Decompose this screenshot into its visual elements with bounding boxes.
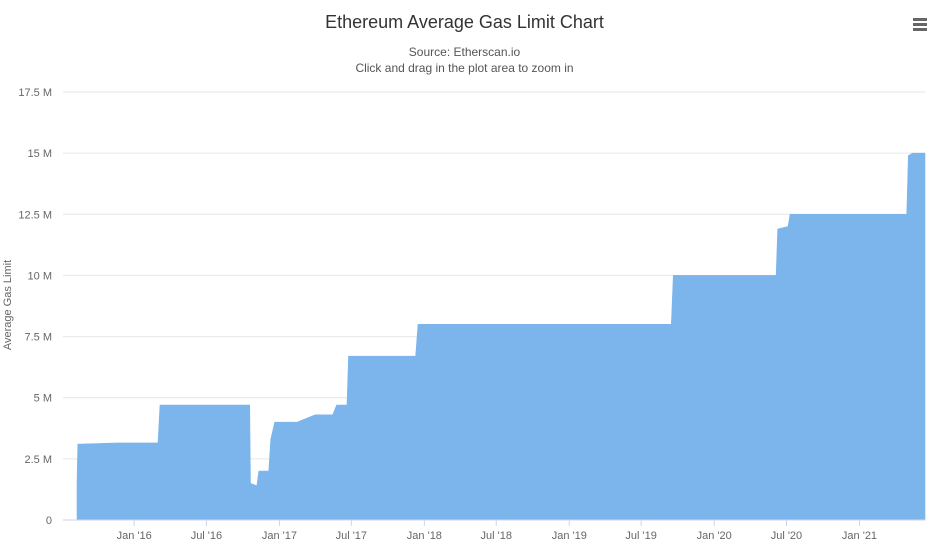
y-tick-label: 12.5 M [18, 209, 52, 221]
area-series [76, 152, 926, 521]
y-tick-label: 17.5 M [18, 87, 52, 99]
y-tick-label: 2.5 M [24, 454, 52, 466]
x-tick-label: Jul '18 [481, 530, 512, 542]
hamburger-menu-icon[interactable] [913, 17, 927, 33]
chart-title: Ethereum Average Gas Limit Chart [325, 12, 604, 32]
y-tick-label: 10 M [28, 270, 52, 282]
x-tick-label: Jan '16 [117, 530, 152, 542]
x-tick-label: Jan '21 [842, 530, 877, 542]
x-tick-label: Jan '19 [552, 530, 587, 542]
x-tick-label: Jan '17 [262, 530, 297, 542]
x-tick-label: Jan '18 [407, 530, 442, 542]
x-tick-label: Jul '16 [191, 530, 222, 542]
x-tick-label: Jul '20 [771, 530, 802, 542]
y-tick-label: 7.5 M [24, 332, 52, 344]
chart-subtitle-zoom-hint: Click and drag in the plot area to zoom … [355, 61, 574, 75]
chart-subtitle-source: Source: Etherscan.io [408, 45, 521, 59]
x-tick-label: Jul '17 [336, 530, 367, 542]
y-tick-label: 0 [46, 515, 52, 527]
y-tick-label: 5 M [34, 393, 52, 405]
x-tick-label: Jan '20 [697, 530, 732, 542]
y-tick-label: 15 M [28, 148, 52, 160]
x-tick-label: Jul '19 [625, 530, 656, 542]
